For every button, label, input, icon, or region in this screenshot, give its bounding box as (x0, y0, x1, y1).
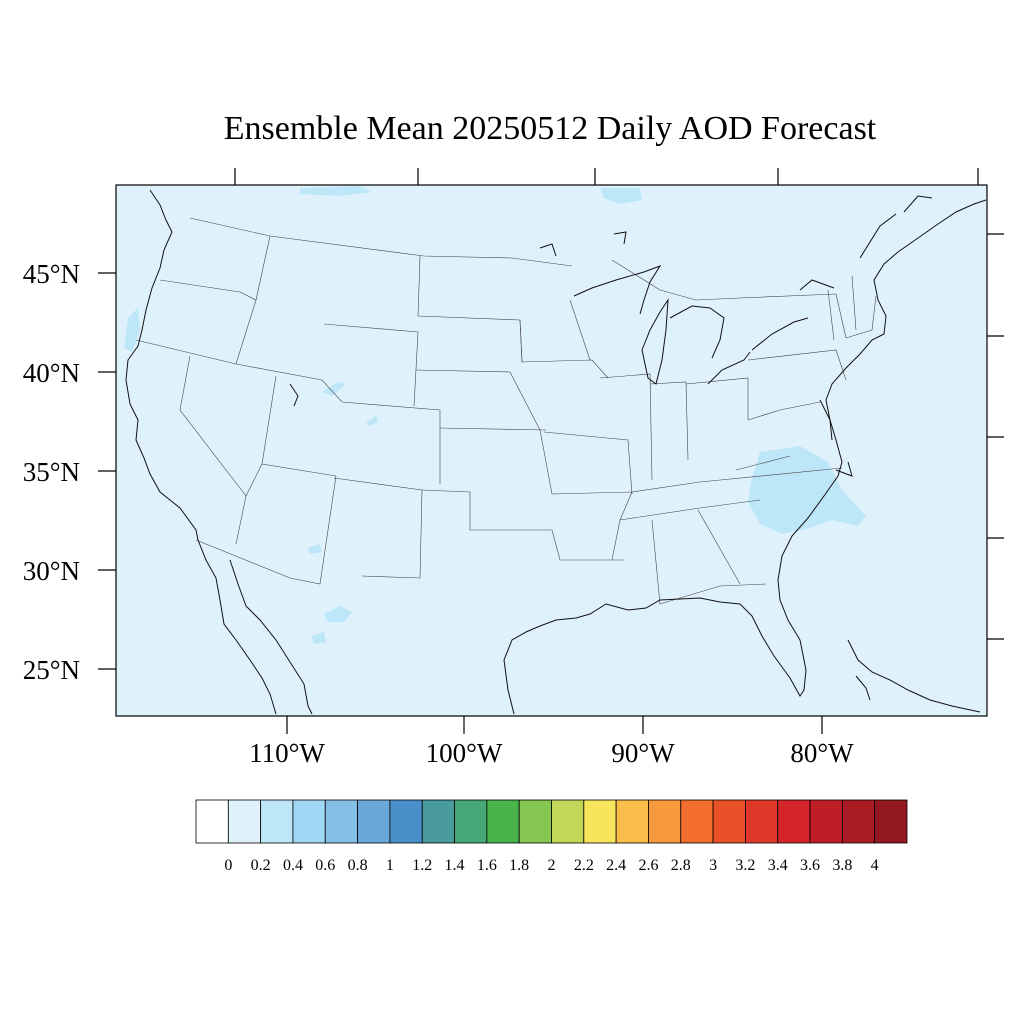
colorbar-label: 3.6 (800, 857, 820, 874)
plume-colorado (366, 416, 378, 426)
top-ticks (234, 168, 979, 185)
colorbar-swatch (292, 799, 326, 844)
colorbar-swatch (615, 799, 649, 844)
colorbar-label: 2.8 (671, 857, 691, 874)
state-borders (135, 217, 877, 605)
colorbar-swatch (712, 799, 746, 844)
colorbar-label: 0.2 (251, 857, 271, 874)
colorbar-swatch (583, 799, 617, 844)
colorbar-label: 2.6 (638, 857, 658, 874)
lat-label: 35°N (23, 457, 80, 487)
lat-label: 45°N (23, 259, 80, 289)
colorbar-label: 0.4 (283, 857, 303, 874)
plume-oregon-coast (124, 308, 140, 352)
plume-wyoming (322, 382, 346, 396)
bottom-ticks (286, 716, 823, 734)
plume-southeast (748, 446, 866, 534)
latitude-labels: 45°N 40°N 35°N 30°N 25°N (23, 259, 80, 685)
plume-arizona (308, 544, 322, 554)
colorbar-swatch (357, 799, 391, 844)
lon-label: 80°W (790, 738, 854, 768)
colorbar-swatch (389, 799, 423, 844)
colorbar-label: 2.2 (574, 857, 594, 874)
colorbar-swatch (809, 799, 843, 844)
colorbar-label: 3.4 (768, 857, 788, 874)
plume-north-border (300, 186, 372, 196)
colorbar-label: 1.6 (477, 857, 497, 874)
plume-mexico-1 (324, 606, 352, 622)
colorbar-swatch (454, 799, 488, 844)
colorbar-swatch (227, 799, 262, 844)
coastline (125, 189, 987, 715)
colorbar-label: 0.8 (348, 857, 368, 874)
lon-label: 110°W (249, 738, 325, 768)
colorbar-swatch (841, 799, 876, 844)
colorbar-label: 4 (871, 857, 879, 874)
lat-label: 30°N (23, 556, 80, 586)
lon-label: 100°W (426, 738, 503, 768)
colorbar-swatch (486, 799, 520, 844)
colorbar-label: 3.8 (832, 857, 852, 874)
plume-great-lakes-north (600, 188, 642, 204)
colorbar-swatch (680, 799, 714, 844)
colorbar-label: 0.6 (315, 857, 335, 874)
map-title: Ensemble Mean 20250512 Daily AOD Forecas… (223, 110, 877, 147)
colorbar (195, 799, 908, 844)
colorbar-swatch (518, 799, 552, 844)
colorbar-swatch (777, 799, 811, 844)
colorbar-label: 2.4 (606, 857, 626, 874)
colorbar-label: 2 (548, 857, 556, 874)
colorbar-swatch (874, 799, 908, 844)
lon-label: 90°W (611, 738, 675, 768)
colorbar-label: 1.4 (445, 857, 465, 874)
colorbar-label: 1.8 (509, 857, 529, 874)
map-frame (115, 184, 988, 717)
colorbar-label: 0 (224, 857, 232, 874)
aod-plumes (124, 186, 866, 644)
colorbar-swatch (324, 799, 358, 844)
colorbar-swatch (745, 799, 779, 844)
plume-mexico-2 (312, 632, 326, 644)
map-background (116, 185, 987, 716)
colorbar-label: 3 (709, 857, 717, 874)
colorbar-label: 1.2 (412, 857, 432, 874)
colorbar-swatch (195, 799, 229, 844)
lat-label: 40°N (23, 358, 80, 388)
longitude-labels: 110°W 100°W 90°W 80°W (249, 738, 854, 768)
colorbar-swatch (648, 799, 682, 844)
lat-label: 25°N (23, 655, 80, 685)
right-ticks (987, 233, 1004, 640)
colorbar-swatch (421, 799, 455, 844)
colorbar-swatch (260, 799, 294, 844)
colorbar-labels: 0 0.2 0.4 0.6 0.8 1 1.2 1.4 1.6 1.8 2 2.2 2.4 2.6 2.8 3… (224, 857, 878, 874)
colorbar-label: 1 (386, 857, 394, 874)
colorbar-label: 3.2 (735, 857, 755, 874)
left-ticks (98, 272, 116, 670)
colorbar-swatch (551, 799, 585, 844)
